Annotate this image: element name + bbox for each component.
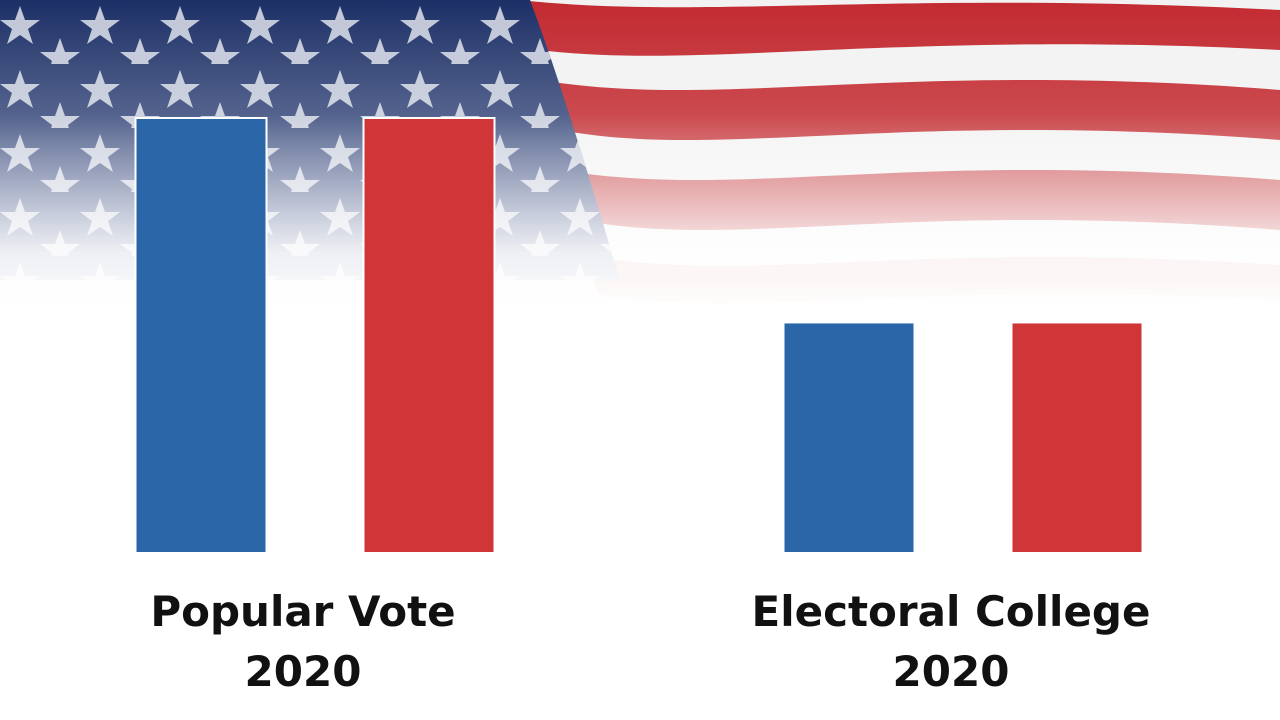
bar	[1010, 321, 1144, 555]
bar	[362, 117, 496, 554]
category-label: Electoral College 2020	[751, 587, 1151, 696]
bar	[782, 321, 916, 555]
bar	[134, 117, 268, 554]
category-label: Popular Vote 2020	[150, 587, 456, 696]
